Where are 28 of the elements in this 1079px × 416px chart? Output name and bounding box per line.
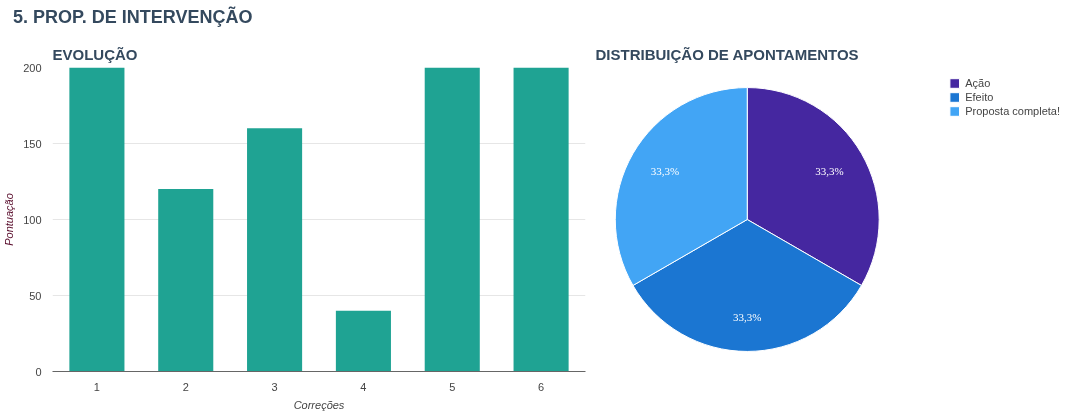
x-tick-label: 2 [182, 380, 189, 393]
bar [513, 67, 569, 372]
x-tick-label: 5 [449, 380, 456, 393]
legend-label: Efeito [965, 91, 994, 103]
bar [158, 189, 214, 372]
text: 5. PROP. DE INTERVENÇÃO [13, 5, 253, 29]
bar [69, 67, 125, 372]
x-axis-title: Correções [293, 398, 345, 411]
x-tick-label: 6 [538, 380, 545, 393]
y-axis-title: Pontuação [3, 193, 16, 246]
bar [247, 128, 303, 372]
data-label: 33,3% [815, 164, 844, 177]
y-tick-label: 50 [29, 289, 42, 302]
x-tick-label: 1 [93, 380, 100, 393]
y-tick-label: 100 [23, 213, 42, 226]
chart-title: EVOLUÇÃO [52, 45, 138, 63]
legend-label: Ação [965, 77, 991, 89]
x-tick-label: 3 [271, 380, 278, 393]
data-label: 33,3% [650, 164, 680, 177]
data-label: 33,3% [733, 311, 762, 324]
y-tick-label: 200 [23, 61, 42, 74]
legend-label: Proposta completa! [965, 105, 1060, 117]
bar [335, 310, 391, 372]
chart-title: DISTRIBUIÇÃO DE APONTAMENTOS [595, 45, 859, 63]
bar [424, 67, 480, 372]
y-tick-label: 0 [35, 365, 42, 378]
x-tick-label: 4 [360, 380, 367, 393]
y-tick-label: 150 [23, 137, 42, 150]
